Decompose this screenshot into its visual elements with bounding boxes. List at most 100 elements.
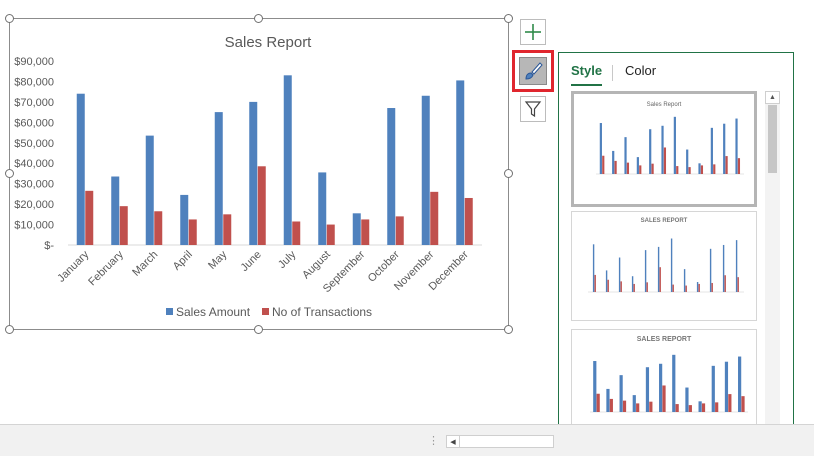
thumb-bar — [724, 275, 726, 292]
x-tick-label: February — [86, 248, 126, 288]
resize-handle-bottom-right[interactable] — [504, 325, 513, 334]
bar-transactions-october[interactable] — [395, 216, 404, 245]
bar-sales-amount-december[interactable] — [456, 80, 465, 245]
bar-sales-amount-april[interactable] — [180, 194, 189, 245]
scroll-thumb[interactable] — [768, 105, 777, 173]
bar-sales-amount-july[interactable] — [283, 75, 292, 245]
thumb-bar — [686, 149, 689, 174]
horizontal-scrollbar[interactable]: ◀ — [446, 435, 554, 448]
bar-sales-amount-march[interactable] — [145, 135, 154, 245]
bar-transactions-august[interactable] — [326, 224, 335, 245]
thumb-bar — [711, 365, 715, 412]
thumb-bar — [709, 248, 712, 292]
thumb-bar — [698, 163, 701, 174]
bar-sales-amount-september[interactable] — [352, 213, 361, 245]
x-tick-label: May — [206, 248, 230, 272]
legend-entry[interactable]: No of Transactions — [272, 305, 372, 319]
chart-area[interactable]: Sales Report $- $10,000 $20,000 $30,000 $40,… — [9, 18, 509, 330]
thumb-bar — [662, 385, 666, 412]
thumb-bar — [620, 281, 622, 292]
thumb-bar — [624, 137, 627, 174]
thumb-bar — [607, 279, 609, 292]
style-option-2[interactable]: SALES REPORT — [571, 211, 757, 321]
x-tick-label: August — [300, 249, 333, 282]
style-3-preview: SALES REPORT — [590, 336, 748, 413]
thumb-bar — [614, 160, 617, 174]
bar-sales-amount-may[interactable] — [214, 112, 223, 245]
thumb-bar — [735, 240, 738, 292]
x-tick-label: March — [130, 249, 160, 279]
y-tick-label: $30,000 — [14, 179, 54, 191]
resize-handle-left[interactable] — [5, 169, 14, 178]
bar-transactions-november[interactable] — [430, 191, 439, 245]
resize-handle-bottom[interactable] — [254, 325, 263, 334]
bar-sales-amount-june[interactable] — [249, 101, 258, 245]
bar-transactions-december[interactable] — [464, 197, 473, 245]
resize-handle-bottom-left[interactable] — [5, 325, 14, 334]
tab-divider — [612, 65, 613, 81]
thumb-bar — [738, 356, 742, 412]
chart-elements-button[interactable] — [520, 19, 546, 45]
scroll-up-arrow[interactable]: ▲ — [765, 91, 780, 104]
bar-transactions-march[interactable] — [154, 211, 163, 245]
thumb-bar — [711, 282, 713, 292]
style-gallery: Sales Report SALES REPORT SALES REPORT — [571, 91, 761, 443]
bar-sales-amount-november[interactable] — [421, 95, 430, 245]
x-tick-label: July — [276, 248, 299, 271]
thumb-bar — [685, 285, 687, 292]
thumb-bar — [618, 257, 621, 292]
style-1-preview: Sales Report — [596, 102, 744, 175]
gallery-scrollbar[interactable]: ▲ ▼ — [765, 91, 780, 441]
bar-transactions-june[interactable] — [257, 166, 266, 245]
thumb-bar — [698, 283, 700, 292]
thumb-bar — [605, 270, 608, 292]
thumb-bar — [698, 401, 702, 412]
chart-filters-button[interactable] — [520, 96, 546, 122]
bar-sales-amount-february[interactable] — [111, 176, 120, 245]
bar-sales-amount-january[interactable] — [76, 93, 85, 246]
tab-color[interactable]: Color — [625, 63, 657, 78]
scroll-left-arrow[interactable]: ◀ — [447, 436, 460, 447]
tab-style[interactable]: Style — [571, 63, 603, 78]
bar-transactions-july[interactable] — [292, 221, 301, 245]
thumb-bar — [644, 250, 647, 292]
thumb-bar — [594, 274, 596, 292]
bar-transactions-january[interactable] — [85, 190, 94, 245]
thumb-bar — [713, 164, 716, 174]
bar-transactions-april[interactable] — [188, 219, 197, 245]
bar-sales-amount-october[interactable] — [387, 108, 396, 246]
bar-transactions-may[interactable] — [223, 214, 232, 245]
bar-transactions-february[interactable] — [119, 206, 128, 245]
bar-sales-amount-august[interactable] — [318, 172, 327, 245]
thumb-bar — [645, 367, 650, 412]
thumb-bar — [724, 361, 729, 412]
thumb-bar — [741, 396, 745, 412]
thumb-bar — [722, 244, 725, 292]
thumb-bar — [723, 123, 726, 174]
plus-icon — [525, 24, 541, 40]
thumb-bar — [602, 155, 605, 174]
chart-style-panel: Style Color Sales Report SALES REPORT — [558, 52, 794, 450]
thumb-bar — [659, 363, 663, 412]
thumb-bar — [636, 403, 640, 412]
bar-transactions-september[interactable] — [361, 219, 370, 245]
resize-handle-top-right[interactable] — [504, 14, 513, 23]
thumb-bar — [633, 283, 635, 292]
resize-handle-right[interactable] — [504, 169, 513, 178]
active-tab-indicator — [571, 84, 602, 86]
resize-handle-top-left[interactable] — [5, 14, 14, 23]
legend-entry[interactable]: Sales Amount — [176, 305, 251, 319]
thumb-bar — [659, 267, 661, 292]
chart-styles-button[interactable] — [512, 50, 554, 92]
style-3-title: SALES REPORT — [637, 336, 692, 343]
chart-title[interactable]: Sales Report — [225, 34, 313, 51]
thumb-bar — [636, 157, 639, 174]
resize-handle-top[interactable] — [254, 14, 263, 23]
thumb-bar — [619, 375, 623, 412]
legend-swatch — [262, 308, 269, 315]
style-option-1[interactable]: Sales Report — [571, 91, 757, 207]
thumb-bar — [672, 284, 674, 292]
thumb-bar — [596, 393, 600, 412]
splitter-grip-icon[interactable]: ⋮ — [428, 435, 439, 447]
